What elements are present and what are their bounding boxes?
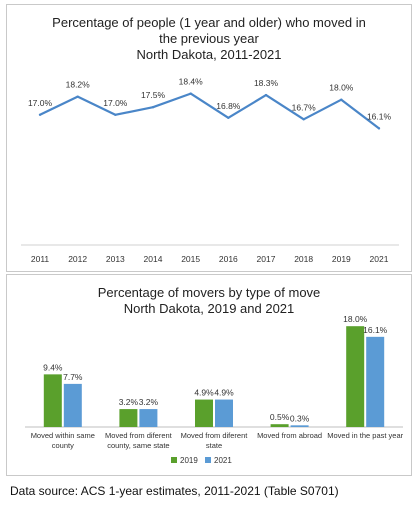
category-label: Moved within same [31, 431, 95, 440]
data-label: 16.8% [216, 101, 241, 111]
category-label: Moved from abroad [257, 431, 322, 440]
category-label: Moved from diferent [181, 431, 249, 440]
data-source-note: Data source: ACS 1-year estimates, 2011-… [10, 484, 339, 498]
bar-value-label: 7.7% [63, 372, 83, 382]
legend-label-2019: 2019 [180, 456, 198, 465]
bar-2021 [290, 425, 309, 427]
category-label: county [52, 441, 74, 450]
data-label: 16.7% [292, 102, 317, 112]
bar-value-label: 4.9% [214, 388, 234, 398]
bar-2021 [139, 409, 158, 427]
x-tick-label: 2018 [294, 254, 313, 264]
data-point [264, 93, 268, 97]
bar-value-label: 3.2% [139, 397, 159, 407]
data-label: 17.0% [103, 98, 128, 108]
bar-2019 [119, 409, 138, 427]
x-tick-label: 2021 [370, 254, 389, 264]
line-chart: 17.0% 2011 18.2% 2012 17.0% 2013 17.5% 2014 18.4… [21, 77, 399, 264]
x-tick-label: 2011 [31, 254, 50, 264]
data-point [377, 127, 381, 130]
x-tick-label: 2014 [144, 254, 163, 264]
x-tick-label: 2015 [181, 254, 200, 264]
bar-2019 [195, 399, 213, 427]
bar-value-label: 0.3% [290, 413, 310, 423]
x-tick-label: 2012 [68, 254, 87, 264]
bar-2021 [366, 336, 385, 427]
bar-2019 [43, 374, 62, 427]
bar-chart-title-line-2: North Dakota, 2019 and 2021 [123, 301, 295, 316]
data-label: 18.0% [329, 83, 354, 93]
data-label: 16.1% [367, 111, 392, 121]
data-point [38, 113, 42, 116]
bar-value-label: 9.4% [43, 362, 63, 372]
bar-chart-panel: Percentage of movers by type of move Nor… [6, 274, 412, 476]
bar-chart-title: Percentage of movers by type of move Nor… [7, 285, 411, 317]
bar-value-label: 4.9% [194, 388, 214, 398]
legend-label-2021: 2021 [214, 456, 232, 465]
bar-chart-title-line-1: Percentage of movers by type of move [97, 285, 321, 300]
data-label: 18.4% [179, 77, 204, 87]
line-chart-title-line-1: Percentage of people (1 year and older) … [52, 15, 366, 30]
series-line [39, 92, 380, 130]
bar-value-label: 0.5% [270, 412, 290, 422]
data-point [340, 98, 343, 101]
line-chart-title: Percentage of people (1 year and older) … [7, 15, 411, 63]
data-point [151, 106, 155, 109]
data-label: 17.5% [141, 90, 166, 100]
data-label: 18.3% [254, 78, 279, 88]
bar-2019 [346, 326, 365, 427]
bar-2021 [215, 399, 233, 427]
bar-value-label: 16.1% [363, 325, 388, 335]
bar-2019 [270, 424, 289, 427]
data-label: 17.0% [28, 98, 53, 108]
data-label: 18.2% [66, 80, 91, 90]
bar-value-label: 18.0% [343, 314, 368, 324]
legend-swatch-2019 [171, 457, 177, 463]
x-tick-label: 2019 [332, 254, 351, 264]
x-tick-label: 2017 [257, 254, 276, 264]
data-point [76, 95, 79, 98]
bar-2021 [63, 383, 82, 427]
category-label: Moved in the past year [327, 431, 403, 440]
category-label: state [206, 441, 222, 450]
line-chart-title-line-2: the previous year [159, 31, 259, 46]
data-point [189, 92, 192, 95]
category-label: county, same state [107, 441, 169, 450]
legend-swatch-2021 [205, 457, 211, 463]
data-point [227, 116, 230, 120]
category-label: Moved from diferent [105, 431, 173, 440]
x-tick-label: 2016 [219, 254, 238, 264]
data-point [302, 118, 305, 121]
line-chart-panel: Percentage of people (1 year and older) … [6, 4, 412, 272]
data-point [114, 113, 117, 116]
line-chart-title-line-3: North Dakota, 2011-2021 [136, 47, 282, 62]
bar-value-label: 3.2% [119, 397, 139, 407]
x-tick-label: 2013 [106, 254, 125, 264]
